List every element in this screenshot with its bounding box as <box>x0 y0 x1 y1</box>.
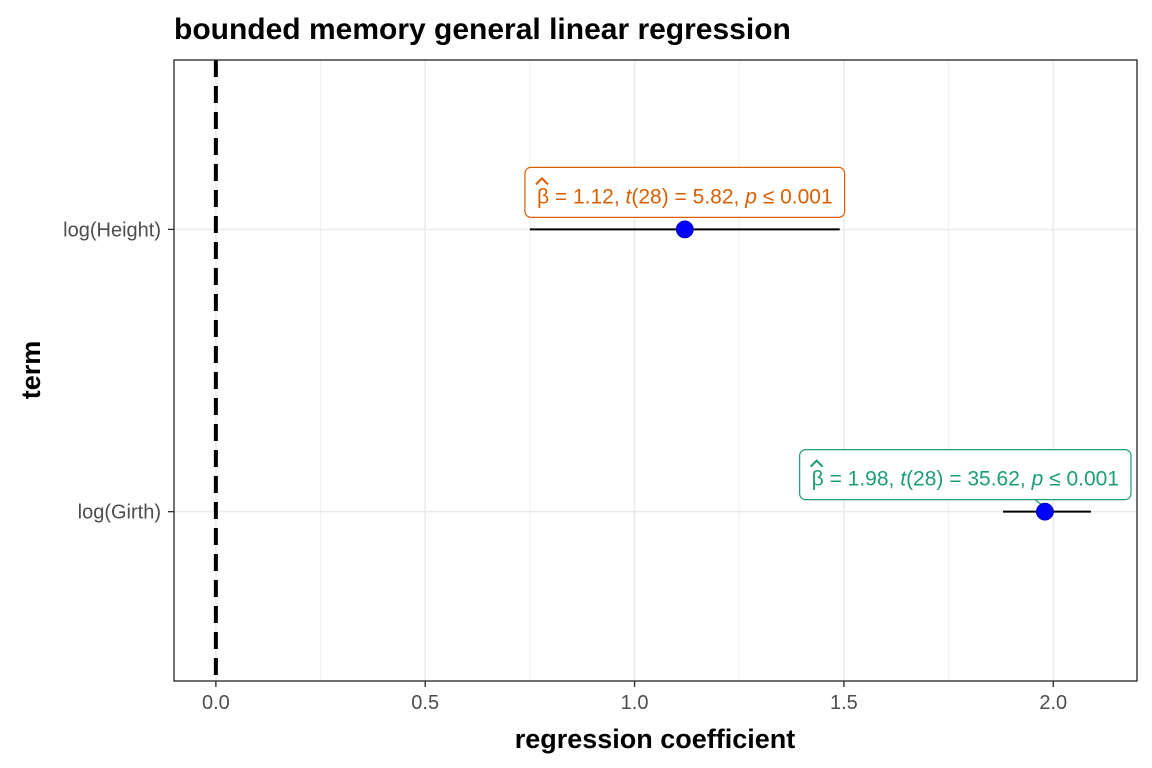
estimate-label-text: β = 1.98, t(28) = 35.62, p ≤ 0.001 <box>812 468 1119 491</box>
t-statistic: (28) = 5.82, <box>631 185 745 208</box>
estimate-value: = 1.12, <box>549 185 625 208</box>
y-tick-label: log(Girth) <box>78 502 161 524</box>
p-value: ≤ 0.001 <box>1043 468 1119 491</box>
p-symbol: p <box>1031 468 1044 491</box>
estimate-label: β = 1.12, t(28) = 5.82, p ≤ 0.001 <box>524 166 846 218</box>
y-tick-label: log(Height) <box>63 219 161 241</box>
beta-symbol: β <box>537 185 549 208</box>
estimate-point <box>1035 502 1054 521</box>
t-symbol: t <box>626 185 633 208</box>
x-axis-title: regression coefficient <box>515 724 796 754</box>
beta-hat-mark <box>809 459 824 468</box>
y-axis-title: term <box>16 341 46 400</box>
estimate-value: = 1.98, <box>824 468 900 491</box>
beta-symbol: β <box>812 468 824 491</box>
beta-hat-mark <box>535 176 549 186</box>
x-tick-label: 1.5 <box>830 692 858 714</box>
estimate-label-text: β = 1.12, t(28) = 5.82, p ≤ 0.001 <box>537 185 833 208</box>
chart-title: bounded memory general linear regression <box>174 13 791 46</box>
p-value: ≤ 0.001 <box>757 185 833 208</box>
x-tick-label: 1.0 <box>621 692 649 714</box>
estimate-label-box <box>799 449 1132 501</box>
estimate-point <box>675 220 694 239</box>
p-symbol: p <box>744 185 757 208</box>
t-symbol: t <box>900 468 907 491</box>
estimate-label-box <box>524 166 846 218</box>
estimate-label: β = 1.98, t(28) = 35.62, p ≤ 0.001 <box>799 449 1132 501</box>
x-tick-label: 0.5 <box>411 692 439 714</box>
t-statistic: (28) = 35.62, <box>906 468 1032 491</box>
x-tick-label: 2.0 <box>1039 692 1067 714</box>
panel-border <box>173 59 1138 682</box>
plot-panel: 0.0 0.5 1.0 1.5 2.0 log(Height) log(Girth) β = … <box>63 59 1138 714</box>
x-tick-label: 0.0 <box>202 692 230 714</box>
